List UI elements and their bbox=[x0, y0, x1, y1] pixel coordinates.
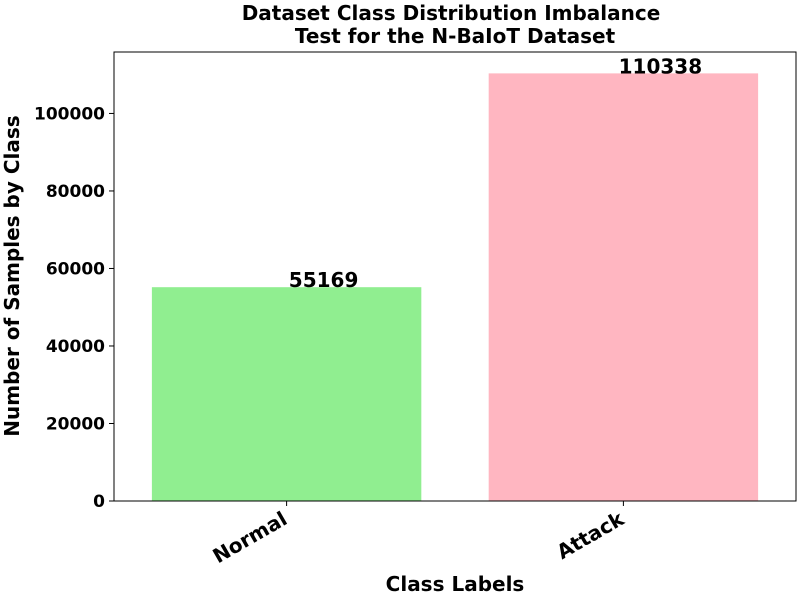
x-tick-label-normal: Normal bbox=[208, 507, 291, 569]
bar-normal bbox=[151, 287, 422, 501]
chart-title-line-1: Dataset Class Distribution Imbalance bbox=[242, 1, 661, 25]
y-tick-label: 40000 bbox=[46, 337, 105, 357]
y-axis-ticks: 0 20000 40000 60000 80000 100000 bbox=[34, 104, 114, 512]
y-tick-label: 60000 bbox=[46, 259, 105, 279]
chart-title-line-2: Test for the N-BaIoT Dataset bbox=[295, 24, 616, 48]
x-axis-label: Class Labels bbox=[386, 572, 525, 596]
data-label-attack: 110338 bbox=[619, 54, 703, 78]
y-tick-label: 20000 bbox=[46, 414, 105, 434]
x-tick-label-attack: Attack bbox=[552, 506, 628, 564]
plot-frame bbox=[113, 51, 797, 502]
bar-attack bbox=[488, 73, 759, 502]
y-tick-label: 80000 bbox=[46, 182, 105, 202]
x-axis-ticks: Normal Attack bbox=[208, 501, 628, 568]
y-tick-label: 100000 bbox=[34, 104, 105, 124]
data-label-normal: 55169 bbox=[289, 268, 359, 292]
data-labels: 55169 110338 bbox=[289, 54, 702, 292]
y-tick-label: 0 bbox=[93, 492, 105, 512]
y-axis-label: Number of Samples by Class bbox=[0, 115, 24, 436]
bars-layer bbox=[151, 73, 759, 502]
